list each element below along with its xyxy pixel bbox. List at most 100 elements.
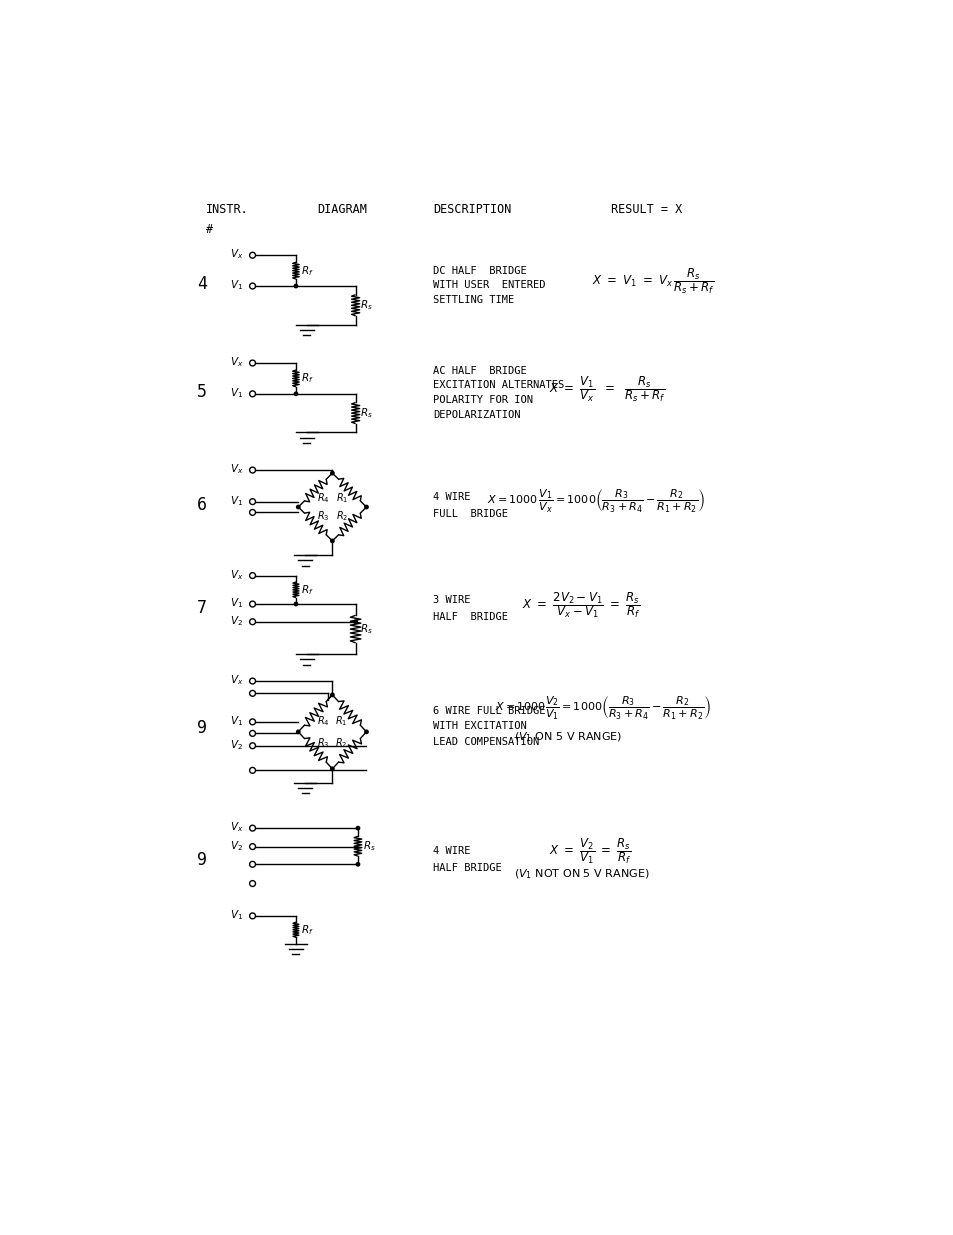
Text: 7: 7 — [196, 599, 207, 618]
Text: WITH USER  ENTERED: WITH USER ENTERED — [433, 280, 545, 290]
Text: $V_x$: $V_x$ — [230, 356, 243, 369]
Text: DESCRIPTION: DESCRIPTION — [433, 204, 511, 216]
Text: $R_f$: $R_f$ — [300, 583, 313, 597]
Circle shape — [250, 825, 255, 831]
Text: $R_3$: $R_3$ — [316, 736, 329, 750]
Text: $( V_1\ \mathrm{NOT\ ON}\ 5\ \mathrm{V\ RANGE} )$: $( V_1\ \mathrm{NOT\ ON}\ 5\ \mathrm{V\ … — [514, 867, 650, 881]
Circle shape — [250, 881, 255, 887]
Circle shape — [294, 284, 297, 288]
Text: AC HALF  BRIDGE: AC HALF BRIDGE — [433, 366, 526, 375]
Text: LEAD COMPENSATION: LEAD COMPENSATION — [433, 737, 538, 747]
Circle shape — [250, 467, 255, 473]
Text: $V_1$: $V_1$ — [230, 714, 243, 727]
Text: $V_1$: $V_1$ — [230, 494, 243, 508]
Text: POLARITY FOR ION: POLARITY FOR ION — [433, 395, 533, 405]
Circle shape — [364, 505, 368, 509]
Text: HALF  BRIDGE: HALF BRIDGE — [433, 613, 508, 622]
Circle shape — [250, 861, 255, 867]
Text: DIAGRAM: DIAGRAM — [316, 204, 366, 216]
Circle shape — [250, 391, 255, 396]
Circle shape — [250, 361, 255, 366]
Circle shape — [294, 603, 297, 605]
Circle shape — [250, 742, 255, 748]
Circle shape — [250, 573, 255, 578]
Circle shape — [250, 499, 255, 505]
Text: 4: 4 — [196, 275, 207, 294]
Text: $R_2$: $R_2$ — [335, 736, 347, 750]
Circle shape — [250, 619, 255, 625]
Text: #: # — [206, 222, 213, 236]
Circle shape — [355, 826, 359, 830]
Text: 3 WIRE: 3 WIRE — [433, 595, 470, 605]
Text: $V_1$: $V_1$ — [230, 908, 243, 923]
Circle shape — [250, 601, 255, 606]
Text: $X\ =\ V_1\ =\ V_x\,\dfrac{R_s}{R_s+R_f}$: $X\ =\ V_1\ =\ V_x\,\dfrac{R_s}{R_s+R_f}… — [592, 267, 714, 296]
Text: INSTR.: INSTR. — [206, 204, 249, 216]
Text: $R_4$: $R_4$ — [316, 714, 330, 727]
Text: $X\ =\ \dfrac{V_2}{V_1}\ =\ \dfrac{R_s}{R_f}$: $X\ =\ \dfrac{V_2}{V_1}\ =\ \dfrac{R_s}{… — [549, 836, 632, 866]
Text: $V_1$: $V_1$ — [230, 597, 243, 610]
Text: FULL  BRIDGE: FULL BRIDGE — [433, 509, 508, 519]
Circle shape — [354, 620, 357, 624]
Circle shape — [250, 730, 255, 736]
Text: $R_s$: $R_s$ — [362, 840, 375, 853]
Circle shape — [296, 505, 299, 509]
Circle shape — [355, 862, 359, 866]
Circle shape — [331, 767, 334, 771]
Text: $R_f$: $R_f$ — [300, 264, 313, 278]
Text: $R_s$: $R_s$ — [360, 299, 373, 312]
Text: $X\ =\ \dfrac{V_1}{V_x}\ \ =\ \ \dfrac{R_s}{R_s+R_f}$: $X\ =\ \dfrac{V_1}{V_x}\ \ =\ \ \dfrac{R… — [549, 374, 665, 404]
Text: 4 WIRE: 4 WIRE — [433, 846, 470, 856]
Text: RESULT = X: RESULT = X — [611, 204, 682, 216]
Circle shape — [250, 678, 255, 684]
Text: 6: 6 — [196, 495, 207, 514]
Circle shape — [250, 283, 255, 289]
Text: 9: 9 — [196, 719, 207, 737]
Text: $V_x$: $V_x$ — [230, 673, 243, 687]
Text: $R_3$: $R_3$ — [316, 509, 329, 524]
Text: EXCITATION ALTERNATES: EXCITATION ALTERNATES — [433, 380, 564, 390]
Text: $R_4$: $R_4$ — [316, 490, 329, 505]
Circle shape — [250, 690, 255, 697]
Circle shape — [294, 393, 297, 395]
Text: $V_1$: $V_1$ — [230, 278, 243, 293]
Text: $X = 1000\,\dfrac{V_1}{V_x} = 1000\left(\dfrac{R_3}{R_3+R_4} - \dfrac{R_2}{R_1+R: $X = 1000\,\dfrac{V_1}{V_x} = 1000\left(… — [487, 488, 705, 515]
Text: $V_2$: $V_2$ — [230, 739, 243, 752]
Circle shape — [250, 510, 255, 515]
Text: DEPOLARIZATION: DEPOLARIZATION — [433, 410, 520, 420]
Circle shape — [331, 693, 334, 697]
Text: HALF BRIDGE: HALF BRIDGE — [433, 863, 501, 873]
Text: $V_x$: $V_x$ — [230, 820, 243, 834]
Text: $R_2$: $R_2$ — [335, 509, 348, 524]
Text: $V_2$: $V_2$ — [230, 839, 243, 852]
Text: $( V_1\ \mathrm{ON}\ 5\ \mathrm{V\ RANGE} )$: $( V_1\ \mathrm{ON}\ 5\ \mathrm{V\ RANGE… — [514, 730, 622, 743]
Text: $V_x$: $V_x$ — [230, 247, 243, 262]
Text: $R_1$: $R_1$ — [335, 714, 347, 727]
Text: $R_f$: $R_f$ — [300, 372, 313, 385]
Circle shape — [296, 730, 299, 734]
Text: 5: 5 — [196, 383, 207, 401]
Text: $R_f$: $R_f$ — [300, 923, 313, 936]
Text: $X\ =\ \dfrac{2V_2-V_1}{V_x-V_1}\ =\ \dfrac{R_s}{R_f}$: $X\ =\ \dfrac{2V_2-V_1}{V_x-V_1}\ =\ \df… — [521, 590, 640, 620]
Text: $X = 1000\dfrac{V_2}{V_1} = 1000\left(\dfrac{R_3}{R_3+R_4} - \dfrac{R_2}{R_1+R_2: $X = 1000\dfrac{V_2}{V_1} = 1000\left(\d… — [495, 695, 711, 722]
Text: $V_2$: $V_2$ — [230, 614, 243, 627]
Text: SETTLING TIME: SETTLING TIME — [433, 295, 514, 305]
Text: 4 WIRE: 4 WIRE — [433, 492, 470, 501]
Circle shape — [331, 472, 334, 474]
Circle shape — [250, 719, 255, 725]
Circle shape — [250, 844, 255, 850]
Text: $V_x$: $V_x$ — [230, 462, 243, 477]
Text: DC HALF  BRIDGE: DC HALF BRIDGE — [433, 266, 526, 275]
Text: $R_1$: $R_1$ — [335, 490, 348, 505]
Text: $V_x$: $V_x$ — [230, 568, 243, 582]
Text: 6 WIRE FULL BRIDGE: 6 WIRE FULL BRIDGE — [433, 706, 545, 716]
Text: WITH EXCITATION: WITH EXCITATION — [433, 721, 526, 731]
Circle shape — [364, 730, 368, 734]
Text: 9: 9 — [196, 851, 207, 869]
Circle shape — [250, 767, 255, 773]
Circle shape — [250, 252, 255, 258]
Text: $R_s$: $R_s$ — [360, 622, 373, 636]
Circle shape — [331, 540, 334, 542]
Text: $V_1$: $V_1$ — [230, 387, 243, 400]
Text: $R_s$: $R_s$ — [360, 406, 373, 420]
